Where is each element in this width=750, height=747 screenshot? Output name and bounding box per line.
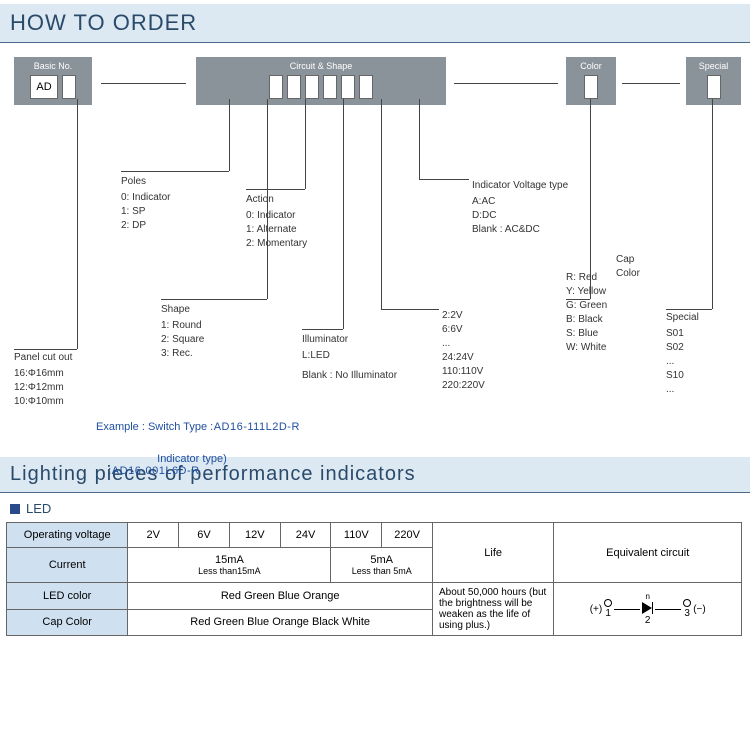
cell-ledcolor-v: Red Green Blue Orange (128, 583, 433, 610)
box-special: Special (686, 57, 741, 105)
label-vtype: Indicator Voltage type A:AC D:DC Blank :… (472, 179, 568, 237)
box-circuit-title: Circuit & Shape (202, 61, 440, 71)
label-shape: Shape 1: Round 2: Square 3: Rec. (161, 303, 204, 361)
vline-illum (343, 99, 344, 329)
example-1: Example : Switch Type :AD16-111L2D-R (96, 421, 300, 433)
spec-table: Operating voltage 2V 6V 12V 24V 110V 220… (6, 522, 742, 636)
table-row: Operating voltage 2V 6V 12V 24V 110V 220… (7, 523, 742, 548)
vline-vtype (419, 99, 420, 179)
hline-action (246, 189, 305, 190)
cell-capcolor-v: Red Green Blue Orange Black White (128, 609, 433, 636)
example-2: Indicator type) :AD16-001L6D-R (96, 441, 227, 489)
label-special: Special S01 S02 ... S10 ... (666, 311, 699, 397)
label-action: Action 0: Indicator 1: Alternate 2: Mome… (246, 193, 307, 251)
label-panel: Panel cut out 16:Φ16mm 12:Φ12mm 10:Φ10mm (14, 351, 72, 409)
label-capcolor: Cap Color R: Red Y: Yellow G: Green B: B… (566, 271, 607, 355)
vline-volt (381, 99, 382, 309)
box-color-title: Color (572, 61, 610, 71)
label-poles-h: Poles (121, 175, 170, 189)
led-section-label: LED (10, 501, 740, 516)
connector-1 (101, 83, 186, 84)
label-special-h: Special (666, 311, 699, 325)
connector-2 (454, 83, 558, 84)
label-voltage: 2:2V 6:6V ... 24:24V 110:110V 220:220V (442, 309, 485, 393)
label-shape-h: Shape (161, 303, 204, 317)
vline-action (305, 99, 306, 189)
label-panel-h: Panel cut out (14, 351, 72, 365)
main-title-bar: HOW TO ORDER (0, 4, 750, 43)
cell-life-v: About 50,000 hours (but the brightness w… (432, 583, 553, 636)
slot-color (584, 75, 598, 99)
hline-volt (381, 309, 439, 310)
label-vtype-h: Indicator Voltage type (472, 179, 568, 193)
hline-special (666, 309, 712, 310)
slot-illum (323, 75, 337, 99)
cell-op-voltage: Operating voltage (7, 523, 128, 548)
cell-current-b: 5mA Less than 5mA (331, 548, 433, 583)
hline-poles (121, 171, 229, 172)
slot-vtype (359, 75, 373, 99)
box-color: Color (566, 57, 616, 105)
vline-special (712, 99, 713, 309)
label-illum-h: Illuminator (302, 333, 397, 347)
connector-3 (622, 83, 680, 84)
slot-ad: AD (30, 75, 58, 99)
cell-ledcolor: LED color (7, 583, 128, 610)
slot-panel (62, 75, 76, 99)
box-special-title: Special (692, 61, 735, 71)
hline-shape (161, 299, 267, 300)
vline-color (590, 99, 591, 299)
main-title: HOW TO ORDER (10, 10, 740, 36)
slot-poles (269, 75, 283, 99)
cell-eq-circuit: (+) 1 n 2 3 (−) (554, 583, 742, 636)
cell-current: Current (7, 548, 128, 583)
equiv-circuit-icon: (+) 1 n 2 3 (−) (558, 592, 737, 626)
cell-life-h: Life (432, 523, 553, 583)
box-basic: Basic No. AD (14, 57, 92, 105)
vline-poles (229, 99, 230, 171)
box-basic-title: Basic No. (20, 61, 86, 71)
cell-current-a: 15mA Less than15mA (128, 548, 331, 583)
label-capcolor-h: Cap Color (616, 253, 640, 281)
hline-vtype (419, 179, 469, 180)
table-row: LED color Red Green Blue Orange About 50… (7, 583, 742, 610)
order-diagram: Basic No. AD Circuit & Shape Color Speci… (6, 51, 744, 451)
slot-action (305, 75, 319, 99)
cell-eq-h: Equivalent circuit (554, 523, 742, 583)
cell-capcolor: Cap Color (7, 609, 128, 636)
square-icon (10, 504, 20, 514)
hline-illum (302, 329, 343, 330)
label-illum: Illuminator L:LED Blank : No Illuminator (302, 333, 397, 383)
slot-special (707, 75, 721, 99)
slot-voltage (341, 75, 355, 99)
slot-shape (287, 75, 301, 99)
box-circuit: Circuit & Shape (196, 57, 446, 105)
hline-panel (14, 349, 77, 350)
vline-panel (77, 99, 78, 349)
label-action-h: Action (246, 193, 307, 207)
label-poles: Poles 0: Indicator 1: SP 2: DP (121, 175, 170, 233)
